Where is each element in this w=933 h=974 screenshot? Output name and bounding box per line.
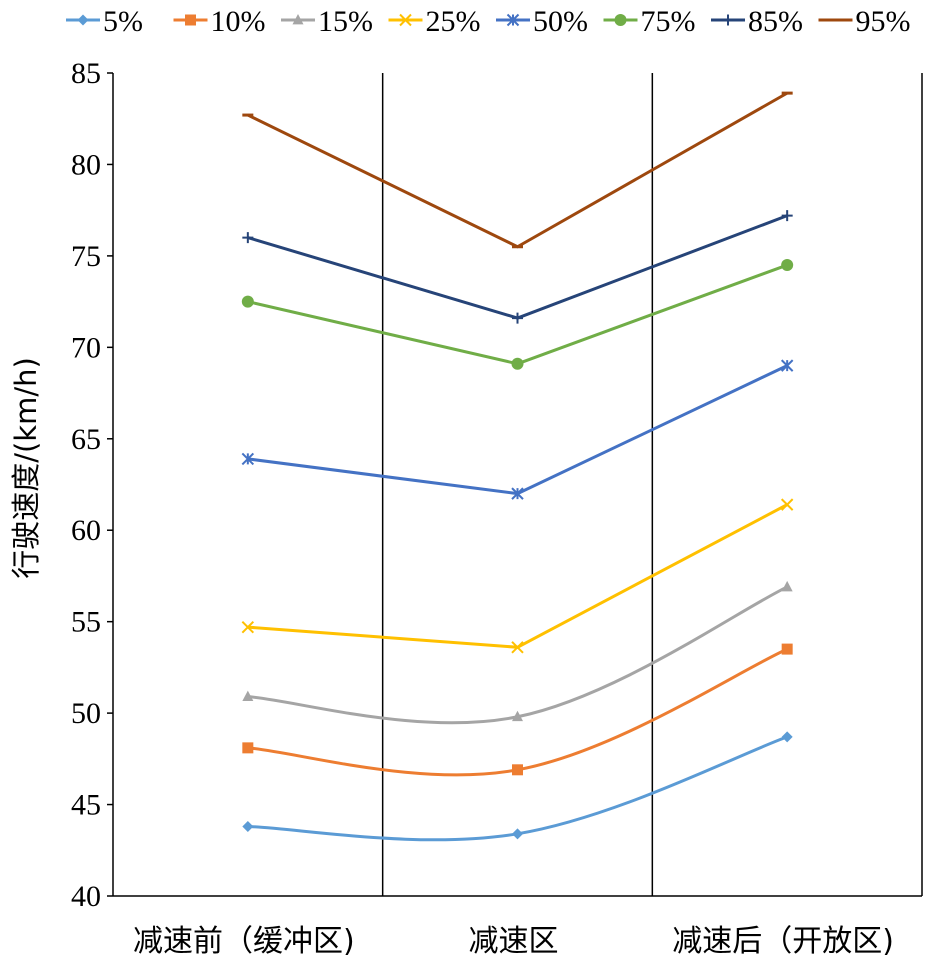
data-point [781, 580, 793, 592]
legend-label: 25% [426, 5, 481, 38]
y-axis: 40 45 50 55 60 65 70 75 80 85 [71, 57, 113, 913]
data-point [781, 210, 793, 222]
data-point [242, 232, 254, 244]
series-line [247, 503, 788, 649]
data-point [241, 295, 254, 308]
data-point [512, 312, 523, 324]
legend-item: 25% [388, 5, 481, 38]
series-75pct [241, 259, 794, 370]
legend-item: 10% [173, 5, 266, 38]
series-85pct [242, 210, 793, 324]
x-tick-label: 减速后（开放区) [672, 924, 894, 959]
data-point [780, 359, 794, 372]
series-95pct [242, 91, 793, 249]
series-line [247, 364, 788, 496]
data-point [185, 14, 196, 26]
y-tick-label: 50 [71, 697, 101, 730]
data-point [512, 764, 523, 776]
legend-label: 50% [533, 5, 588, 38]
legend: 5% 10% 15% 25% 50% 75% 85% 95% [66, 5, 911, 38]
series-line [247, 91, 788, 249]
x-axis: 减速前（缓冲区) 减速区 减速后（开放区) [133, 924, 894, 959]
y-tick-label: 75 [71, 240, 101, 273]
y-tick-label: 85 [71, 57, 101, 90]
y-tick-label: 60 [71, 514, 101, 547]
data-point [512, 710, 523, 722]
data-point [781, 259, 794, 272]
x-tick-label: 减速区 [469, 924, 559, 959]
series-25pct [241, 498, 794, 654]
series-line [247, 585, 788, 725]
data-point [781, 731, 793, 743]
y-tick-label: 55 [71, 606, 101, 639]
y-tick-label: 80 [71, 148, 101, 181]
data-point [399, 13, 412, 27]
legend-item: 75% [603, 5, 696, 38]
series-10pct [242, 643, 793, 777]
data-point [242, 690, 254, 702]
y-tick-label: 45 [71, 789, 101, 822]
data-point [614, 14, 627, 26]
data-point [242, 742, 254, 754]
series-line [247, 735, 788, 842]
legend-item: 85% [711, 5, 803, 38]
data-point [242, 821, 254, 833]
data-point [511, 487, 524, 500]
data-point [780, 498, 794, 511]
series-layer [241, 91, 794, 842]
y-tick-label: 70 [71, 331, 101, 364]
legend-label: 5% [103, 5, 143, 38]
data-point [511, 357, 524, 370]
plot-area [112, 73, 923, 897]
data-point [292, 13, 304, 25]
series-line [247, 214, 788, 320]
legend-label: 95% [856, 5, 911, 38]
series-15pct [242, 580, 793, 725]
series-5pct [242, 731, 793, 842]
legend-item: 95% [818, 5, 911, 38]
legend-item: 5% [66, 5, 143, 38]
y-axis-label: 行驶速度/(km/h) [9, 357, 43, 579]
data-point [241, 620, 255, 634]
legend-item: 50% [496, 5, 588, 38]
legend-label: 15% [318, 5, 373, 38]
data-point [722, 14, 734, 26]
legend-label: 10% [211, 5, 266, 38]
legend-label: 85% [748, 5, 803, 38]
data-point [511, 641, 524, 654]
x-tick-label: 减速前（缓冲区) [133, 924, 355, 959]
series-50pct [241, 359, 794, 500]
data-point [241, 452, 255, 466]
data-point [77, 14, 89, 26]
data-point [781, 643, 793, 655]
y-tick-label: 65 [71, 423, 101, 456]
data-point [512, 828, 523, 840]
y-tick-label: 40 [71, 880, 101, 913]
data-point [506, 13, 520, 27]
legend-label: 75% [641, 5, 696, 38]
legend-item: 15% [281, 5, 373, 38]
